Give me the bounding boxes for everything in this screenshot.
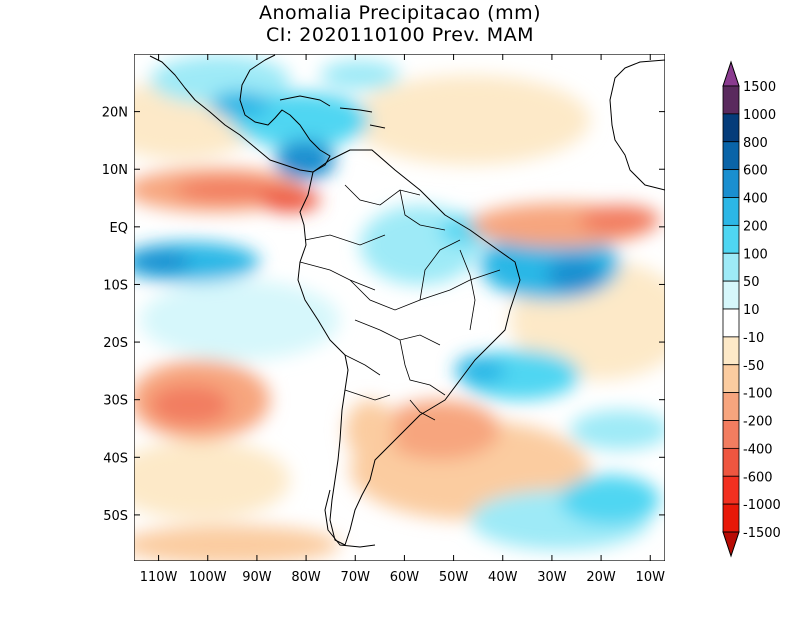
coastlines bbox=[149, 54, 665, 548]
lon-tick-label: 100W bbox=[189, 570, 227, 585]
colorbar-segment bbox=[722, 475, 740, 505]
lat-tick-label: 20S bbox=[103, 336, 128, 351]
lon-tick-label: 90W bbox=[242, 570, 272, 585]
colorbar-segment bbox=[722, 420, 740, 449]
lon-tick-label: 20W bbox=[586, 570, 616, 585]
colorbar-label: -10 bbox=[743, 331, 764, 346]
colorbar-segment bbox=[722, 447, 740, 477]
colorbar-segment bbox=[722, 336, 740, 366]
colorbar-label: 600 bbox=[743, 164, 768, 179]
colorbar-label: -50 bbox=[743, 359, 764, 374]
lon-tick-label: 10W bbox=[636, 570, 666, 585]
lat-tick-label: 30S bbox=[103, 394, 128, 409]
colorbar-top-arrow bbox=[722, 60, 740, 87]
lon-tick-label: 60W bbox=[390, 570, 420, 585]
lon-tick-label: 70W bbox=[341, 570, 371, 585]
colorbar-segment bbox=[722, 197, 740, 226]
colorbar-label: 400 bbox=[743, 192, 768, 207]
colorbar-label: 1500 bbox=[743, 80, 776, 95]
lon-tick-label: 40W bbox=[488, 570, 518, 585]
lat-tick-label: EQ bbox=[110, 221, 128, 236]
lon-tick-label: 30W bbox=[537, 570, 567, 585]
colorbar-segment bbox=[722, 169, 740, 198]
colorbar-segment bbox=[722, 280, 740, 310]
lon-tick-label: 80W bbox=[291, 570, 321, 585]
colorbar-segment bbox=[722, 308, 740, 338]
latitude-ticks: 20N 10N EQ 10S 20S 30S 40S 50S bbox=[102, 106, 665, 524]
colorbar-label: 50 bbox=[743, 275, 760, 290]
lon-tick-label: 50W bbox=[439, 570, 469, 585]
colorbar-bottom-arrow bbox=[722, 531, 740, 558]
anomaly-field bbox=[134, 55, 665, 561]
longitude-ticks: 110W 100W 90W 80W 70W 60W 50W 40W 30W 20W 10W bbox=[140, 54, 665, 585]
lon-tick-label: 110W bbox=[140, 570, 178, 585]
africa-outline bbox=[609, 59, 665, 191]
colorbar-label: 200 bbox=[743, 219, 768, 234]
colorbar-segment bbox=[722, 364, 740, 394]
country-borders bbox=[299, 184, 501, 421]
lat-tick-label: 50S bbox=[103, 509, 128, 524]
colorbar-segment bbox=[722, 252, 740, 282]
colorbar-segment bbox=[722, 224, 740, 254]
colorbar: 1500 1000 800 600 400 200 100 50 10 -10 -50 -100 -20… bbox=[722, 60, 781, 558]
colorbar-label: -200 bbox=[743, 415, 773, 430]
lat-tick-label: 10S bbox=[103, 278, 128, 293]
colorbar-segment bbox=[722, 141, 740, 171]
colorbar-label: 10 bbox=[743, 303, 760, 318]
map-title: Anomalia Precipitacao (mm) bbox=[258, 2, 541, 24]
map-subtitle: CI: 2020110100 Prev. MAM bbox=[265, 24, 535, 46]
colorbar-label: -400 bbox=[743, 442, 773, 457]
map-plot-area bbox=[134, 54, 665, 561]
colorbar-segment bbox=[722, 85, 740, 115]
colorbar-label: -600 bbox=[743, 470, 773, 485]
colorbar-label: -1500 bbox=[743, 526, 781, 541]
central-america-outline bbox=[149, 55, 314, 173]
colorbar-segment bbox=[722, 503, 740, 533]
lat-tick-label: 40S bbox=[103, 451, 128, 466]
colorbar-label: -100 bbox=[743, 387, 773, 402]
colorbar-label: 800 bbox=[743, 136, 768, 151]
colorbar-segment bbox=[722, 392, 740, 421]
colorbar-label: 1000 bbox=[743, 108, 776, 123]
colorbar-label: -1000 bbox=[743, 498, 781, 513]
south-america-outline bbox=[297, 149, 521, 546]
lat-tick-label: 20N bbox=[102, 106, 128, 121]
lat-tick-label: 10N bbox=[102, 163, 128, 178]
colorbar-segment bbox=[722, 113, 740, 143]
colorbar-label: 100 bbox=[743, 247, 768, 262]
